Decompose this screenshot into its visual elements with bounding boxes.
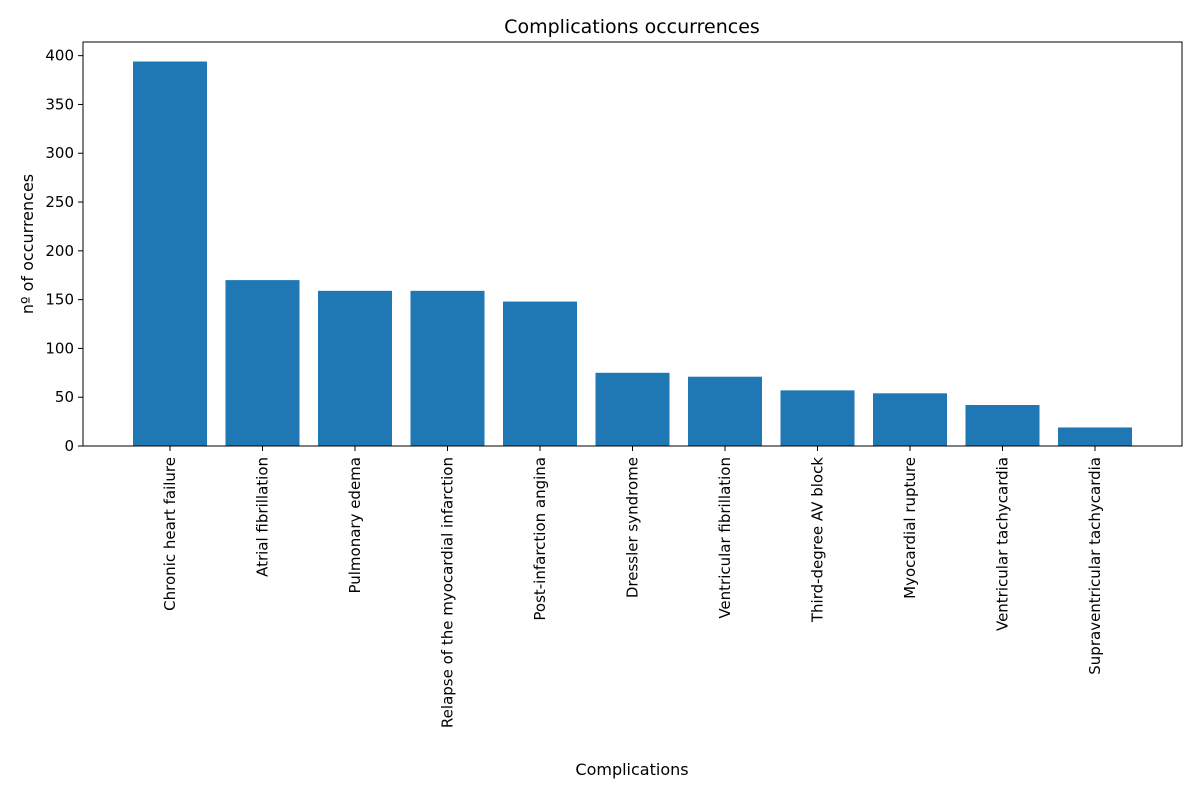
bar-9 [873,393,947,446]
y-axis: 0 50 100 150 200 250 300 350 400 [45,47,83,455]
x-tick-label-3: Pulmonary edema [346,457,364,594]
bar-8 [780,390,855,446]
bar-3 [318,290,392,446]
x-axis: Chronic heart failure Atrial fibrillation… [161,446,1104,728]
y-tick-label-2: 50 [55,388,74,406]
chart-title: Complications occurrences [504,16,760,38]
bar-11 [1058,427,1132,446]
x-tick-label-4: Relapse of the myocardial infarction [439,457,457,728]
bar-7 [688,376,762,446]
x-axis-label: Complications [575,760,688,779]
y-axis-label: nº of occurrences [18,174,37,314]
x-tick-label-10: Ventricular tachycardia [994,457,1012,631]
y-tick-label-1: 0 [64,437,74,455]
x-tick-label-7: Ventricular fibrillation [716,457,734,619]
x-tick-label-11: Supraventricular tachycardia [1086,457,1104,675]
bar-6 [595,372,670,446]
x-tick-label-5: Post-infarction angina [531,457,549,621]
bar-5 [503,301,577,446]
bar-4 [410,290,485,446]
y-tick-label-5: 200 [45,242,74,260]
plot-frame [82,41,1183,447]
bar-2 [225,280,300,446]
y-tick-label-7: 300 [45,144,74,162]
y-tick-label-9: 400 [45,47,74,65]
x-tick-label-2: Atrial fibrillation [254,457,272,577]
y-tick-label-4: 150 [45,291,74,309]
bar-1 [133,61,207,446]
y-tick-label-6: 250 [45,193,74,211]
x-tick-label-8: Third-degree AV block [809,457,827,623]
x-tick-label-6: Dressler syndrome [624,457,642,598]
x-tick-label-9: Myocardial rupture [901,457,919,599]
y-tick-label-8: 350 [45,95,74,113]
x-tick-label-1: Chronic heart failure [161,457,179,611]
y-tick-label-3: 100 [45,339,74,357]
bar-10 [965,405,1040,446]
bars-group [133,61,1132,446]
